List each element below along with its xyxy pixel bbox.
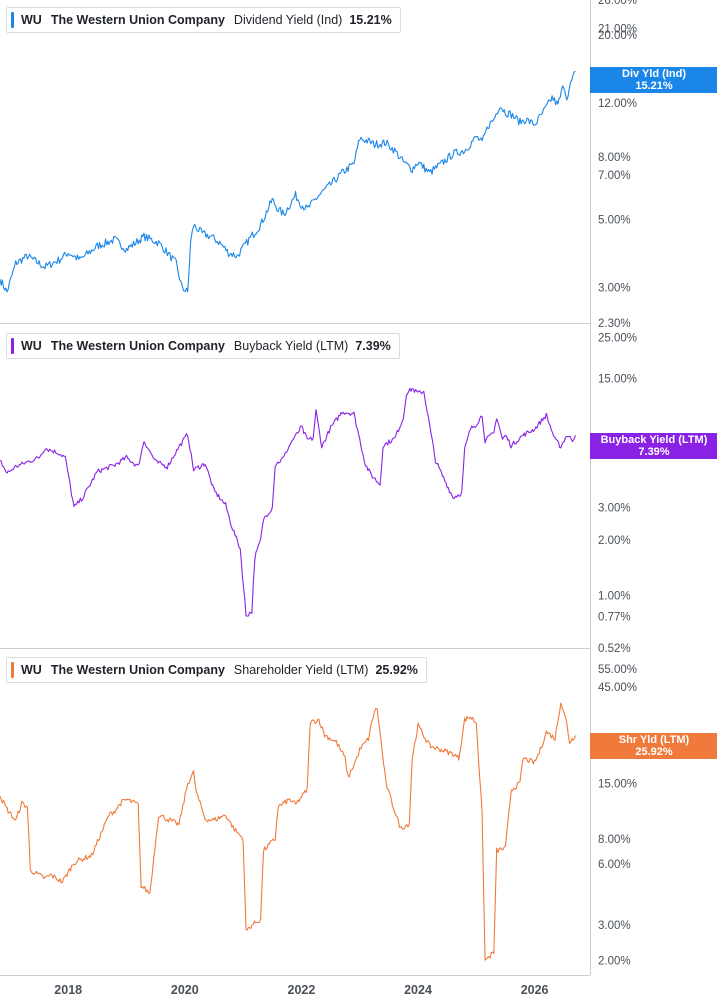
- x-tick-label: 2022: [288, 983, 316, 997]
- legend-value: 15.21%: [349, 13, 392, 27]
- legend-metric: Shareholder Yield (LTM): [233, 663, 369, 677]
- current-value-tag-shareholder: Shr Yld (LTM) 25.92%: [590, 733, 717, 759]
- y-tick-label: 2.00%: [598, 956, 631, 968]
- y-tick-label: 8.00%: [598, 834, 631, 846]
- legend-ticker: WU: [21, 13, 42, 27]
- legend-metric: Buyback Yield (LTM): [233, 339, 349, 353]
- y-tick-label: 26.00%: [598, 0, 637, 7]
- legend-company: The Western Union Company: [50, 339, 225, 353]
- series-line: [0, 70, 576, 293]
- legend-ticker: WU: [21, 663, 42, 677]
- y-tick-label: 21.00%: [598, 23, 637, 35]
- y-tick-label: 12.00%: [598, 98, 637, 110]
- tag-label: Buyback Yield (LTM): [600, 434, 708, 446]
- x-tick-label: 2020: [171, 983, 199, 997]
- legend-company: The Western Union Company: [50, 13, 225, 27]
- legend-value: 25.92%: [375, 663, 418, 677]
- x-tick-label: 2026: [521, 983, 549, 997]
- legend-swatch: [11, 338, 14, 354]
- y-tick-label: 3.00%: [598, 503, 631, 515]
- y-tick-label: 0.77%: [598, 612, 631, 624]
- x-tick-label: 2018: [54, 983, 82, 997]
- y-tick-label: 8.00%: [598, 152, 631, 164]
- y-tick-label: 25.00%: [598, 333, 637, 345]
- y-tick-label: 1.00%: [598, 591, 631, 603]
- y-tick-label: 0.52%: [598, 643, 631, 655]
- tag-label: Div Yld (Ind): [622, 68, 686, 80]
- y-tick-label: 45.00%: [598, 682, 637, 694]
- legend-company: The Western Union Company: [50, 663, 225, 677]
- y-tick-label: 6.00%: [598, 859, 631, 871]
- y-tick-label: 2.30%: [598, 318, 631, 330]
- legend-swatch: [11, 662, 14, 678]
- series-line: [0, 387, 576, 617]
- y-tick-label: 5.00%: [598, 215, 631, 227]
- y-tick-label: 55.00%: [598, 664, 637, 676]
- tag-label: Shr Yld (LTM): [618, 734, 690, 746]
- y-tick-label: 3.00%: [598, 920, 631, 932]
- legend-metric: Dividend Yield (Ind): [233, 13, 343, 27]
- tag-value: 25.92%: [635, 746, 673, 758]
- legend-buyback-yield[interactable]: WU The Western Union Company Buyback Yie…: [6, 333, 400, 359]
- tag-value: 7.39%: [638, 446, 670, 458]
- series-line: [0, 702, 576, 961]
- y-tick-label: 20.00%: [598, 30, 637, 42]
- current-value-tag-buyback: Buyback Yield (LTM) 7.39%: [590, 433, 717, 459]
- legend-value: 7.39%: [355, 339, 391, 353]
- legend-ticker: WU: [21, 339, 42, 353]
- legend-dividend-yield[interactable]: WU The Western Union Company Dividend Yi…: [6, 7, 401, 33]
- tag-value: 15.21%: [635, 80, 673, 92]
- y-tick-label: 15.00%: [598, 374, 637, 386]
- x-tick-label: 2024: [404, 983, 432, 997]
- y-tick-label: 3.00%: [598, 283, 631, 295]
- y-tick-label: 7.00%: [598, 170, 631, 182]
- y-tick-label: 2.00%: [598, 535, 631, 547]
- legend-shareholder-yield[interactable]: WU The Western Union Company Shareholder…: [6, 657, 427, 683]
- legend-swatch: [11, 12, 14, 28]
- current-value-tag-dividend: Div Yld (Ind) 15.21%: [590, 67, 717, 93]
- y-tick-label: 15.00%: [598, 778, 637, 790]
